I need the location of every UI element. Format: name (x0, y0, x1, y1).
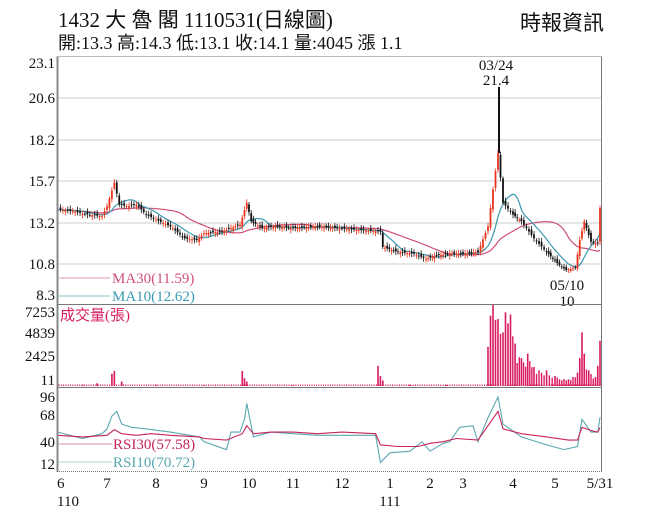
svg-text:10: 10 (242, 476, 257, 492)
svg-text:5: 5 (551, 476, 559, 492)
rsi10-legend: RSI10(70.72) (113, 455, 195, 471)
svg-text:13.2: 13.2 (29, 216, 55, 232)
rsi-lines (57, 395, 601, 464)
svg-text:6: 6 (57, 476, 65, 492)
ma30-legend: MA30(11.59) (112, 271, 194, 287)
svg-text:4839: 4839 (25, 326, 55, 342)
price-axis-ticks: 23.1 20.6 18.2 15.7 13.2 10.8 8.3 (29, 56, 56, 304)
svg-text:11: 11 (41, 373, 55, 389)
svg-text:10.8: 10.8 (29, 257, 55, 273)
svg-text:40: 40 (40, 435, 55, 451)
svg-text:1: 1 (386, 476, 394, 492)
svg-text:23.1: 23.1 (29, 56, 55, 72)
svg-text:2425: 2425 (25, 349, 55, 365)
svg-text:12: 12 (335, 476, 350, 492)
rsi-legend: RSI30(57.58) RSI10(70.72) (59, 437, 195, 471)
svg-text:110: 110 (57, 494, 79, 510)
svg-text:20.6: 20.6 (29, 91, 56, 107)
price-gridlines (58, 97, 601, 265)
svg-text:7: 7 (103, 476, 111, 492)
svg-text:8.3: 8.3 (36, 288, 55, 304)
candlesticks (57, 86, 601, 274)
svg-text:9: 9 (200, 476, 208, 492)
price-panel: 23.1 20.6 18.2 15.7 13.2 10.8 8.3 03/24 21.4 0… (29, 56, 601, 310)
chart-title: 1432 大 魯 閣 1110531(日線圖) (58, 8, 333, 32)
svg-text:68: 68 (40, 408, 55, 424)
svg-text:11: 11 (286, 476, 300, 492)
low-value-label: 10 (560, 294, 575, 310)
svg-text:7253: 7253 (25, 305, 55, 321)
svg-text:12: 12 (40, 457, 55, 473)
rsi30-legend: RSI30(57.58) (113, 437, 195, 453)
low-annotation: 05/10 10 (550, 278, 584, 310)
svg-text:111: 111 (379, 494, 400, 510)
low-date-label: 05/10 (550, 278, 584, 294)
volume-bars (57, 305, 601, 386)
volume-axis-ticks: 7253 4839 2425 11 (25, 305, 55, 389)
rsi-panel: 96 68 40 12 RSI30(57.58) RSI10(70.72) (40, 390, 601, 473)
svg-text:96: 96 (40, 390, 56, 406)
ma-legend: MA30(11.59) MA10(12.62) (59, 271, 195, 305)
svg-text:5/31: 5/31 (587, 476, 614, 492)
brand-label: 時報資訊 (520, 11, 604, 35)
high-date-label: 03/24 (479, 58, 514, 74)
svg-text:4: 4 (509, 476, 517, 492)
volume-title: 成交量(張) (60, 306, 130, 324)
svg-text:15.7: 15.7 (29, 174, 56, 190)
high-annotation: 03/24 21.4 (479, 58, 514, 89)
ma10-line (57, 193, 601, 268)
ohlc-summary: 開:13.3 高:14.3 低:13.1 收:14.1 量:4045 漲 1.1 (58, 33, 403, 53)
ma10-legend: MA10(12.62) (112, 289, 195, 305)
svg-text:3: 3 (459, 476, 467, 492)
svg-text:2: 2 (426, 476, 434, 492)
chart-frame (56, 56, 602, 472)
svg-text:18.2: 18.2 (29, 133, 55, 149)
high-value-label: 21.4 (483, 73, 510, 89)
ma30-line (57, 207, 601, 256)
volume-panel: 7253 4839 2425 11 成交量(張) (25, 305, 601, 389)
rsi-axis-ticks: 96 68 40 12 (40, 390, 56, 473)
svg-text:8: 8 (152, 476, 160, 492)
